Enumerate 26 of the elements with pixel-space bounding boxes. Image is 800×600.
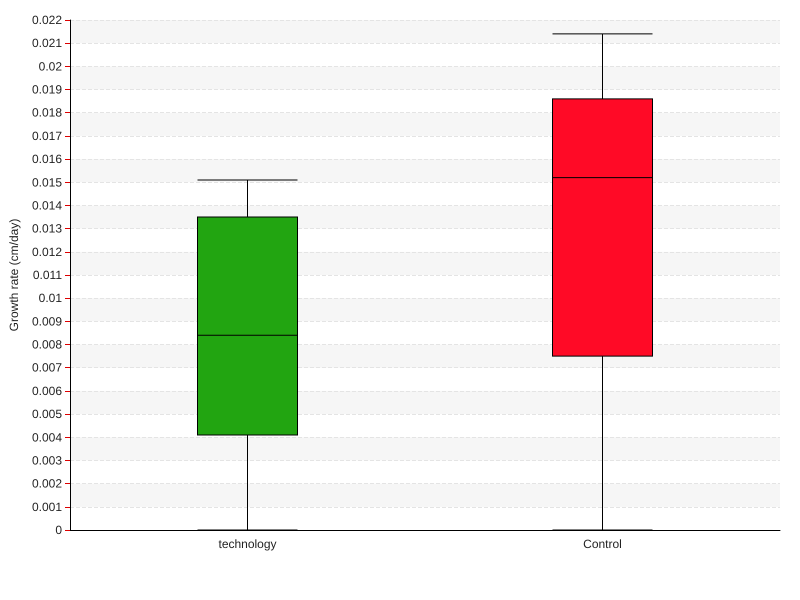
y-tick-label: 0.007	[32, 360, 62, 375]
y-tick-label: 0.017	[32, 128, 62, 143]
y-tick-label: 0.014	[32, 198, 62, 212]
y-tick-label: 0.015	[32, 175, 62, 190]
y-tick-label: 0.012	[32, 244, 62, 259]
y-axis-title: Growth rate (cm/day)	[7, 218, 21, 332]
y-tick-label: 0.003	[32, 453, 62, 468]
y-tick-label: 0.006	[32, 384, 62, 398]
y-tick-label: 0.019	[32, 82, 62, 97]
y-tick-label: 0.013	[32, 222, 62, 236]
y-tick-label: 0.018	[32, 106, 62, 120]
y-tick-label: 0.022	[32, 13, 62, 27]
y-tick-label: 0.01	[38, 291, 62, 306]
x-tick-label: technology	[218, 537, 277, 551]
y-tick-label: 0.005	[32, 407, 62, 422]
y-tick-label: 0.021	[32, 36, 62, 50]
y-tick-label: 0.002	[32, 476, 62, 491]
y-tick-label: 0.004	[32, 430, 62, 444]
y-tick-label: 0.011	[32, 268, 62, 282]
y-tick-label: 0.008	[32, 338, 62, 352]
y-tick-label: 0.016	[32, 152, 62, 166]
y-tick-label: 0.02	[38, 59, 62, 74]
y-tick-label: 0.001	[32, 500, 62, 514]
y-tick-label: 0.009	[32, 314, 62, 328]
x-tick-label: Control	[583, 537, 622, 551]
y-tick-label: 0	[55, 523, 62, 537]
